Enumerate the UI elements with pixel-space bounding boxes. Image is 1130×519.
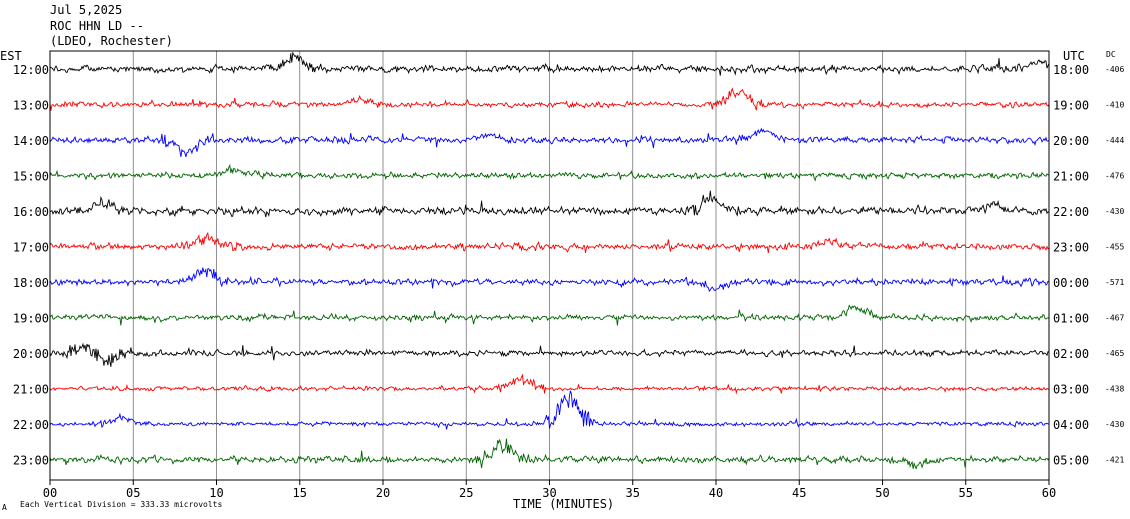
utc-tick-label: 18:00 [1053, 63, 1089, 77]
x-tick-label: 40 [709, 486, 723, 500]
x-tick-label: 55 [959, 486, 973, 500]
trace-line [49, 342, 1050, 367]
x-tick-label: 60 [1042, 486, 1056, 500]
trace-line [49, 267, 1050, 293]
dc-value-label: -430 [1105, 207, 1124, 216]
x-tick-label: 20 [376, 486, 390, 500]
est-tick-label: 13:00 [13, 99, 49, 113]
utc-tick-label: 00:00 [1053, 276, 1089, 290]
header-network: (LDEO, Rochester) [50, 34, 173, 48]
x-tick-labels: 00 05 10 15 20 25 30 35 40 45 50 55 60 [43, 486, 1056, 500]
utc-tick-label: 21:00 [1053, 170, 1089, 184]
dc-value-label: -410 [1105, 101, 1124, 110]
trace-line [49, 190, 1050, 218]
utc-tick-label: 19:00 [1053, 99, 1089, 113]
utc-axis-title: UTC [1063, 49, 1085, 63]
x-tick-label: 30 [542, 486, 556, 500]
utc-tick-label: 04:00 [1053, 418, 1089, 432]
est-tick-label: 19:00 [13, 312, 49, 326]
dc-value-label: -438 [1105, 385, 1124, 394]
est-tick-label: 21:00 [13, 383, 49, 397]
trace-line [49, 304, 1050, 326]
utc-tick-label: 22:00 [1053, 205, 1089, 219]
x-tick-label: 25 [459, 486, 473, 500]
trace-line [49, 231, 1050, 254]
x-tick-label: 35 [626, 486, 640, 500]
x-tick-label: 05 [126, 486, 140, 500]
trace-line [49, 51, 1050, 76]
grid-lines [49, 51, 1050, 485]
trace-lines [49, 51, 1050, 470]
dc-value-label: -430 [1105, 420, 1124, 429]
est-tick-label: 23:00 [13, 454, 49, 468]
trace-line [49, 390, 1050, 430]
dc-value-label: -467 [1105, 314, 1124, 323]
trace-line [49, 87, 1050, 111]
trace-line [49, 127, 1050, 158]
x-tick-label: 15 [293, 486, 307, 500]
scale-note: Each Vertical Division = 333.33 microvol… [20, 500, 222, 509]
est-tick-label: 12:00 [13, 63, 49, 77]
row-labels: 12:00 18:00 -406 13:00 19:00 -410 14:00 20:00 -4… [13, 63, 1125, 468]
utc-tick-label: 03:00 [1053, 383, 1089, 397]
est-tick-label: 14:00 [13, 134, 49, 148]
est-axis-title: EST [0, 49, 22, 63]
est-tick-label: 17:00 [13, 241, 49, 255]
est-tick-label: 20:00 [13, 347, 49, 361]
dc-value-label: -455 [1105, 243, 1124, 252]
header-station: ROC HHN LD -- [50, 19, 144, 33]
header-date: Jul 5,2025 [50, 3, 123, 17]
dc-value-label: -444 [1105, 136, 1124, 145]
x-axis-title: TIME (MINUTES) [513, 497, 614, 511]
utc-tick-label: 05:00 [1053, 454, 1089, 468]
dc-axis-title: DC [1106, 50, 1116, 59]
x-tick-label: 50 [875, 486, 889, 500]
dc-value-label: -421 [1105, 456, 1124, 465]
est-tick-label: 15:00 [13, 170, 49, 184]
utc-tick-label: 01:00 [1053, 312, 1089, 326]
footer-mark: A [2, 503, 7, 512]
dc-value-label: -406 [1105, 65, 1124, 74]
x-tick-label: 00 [43, 486, 57, 500]
utc-tick-label: 23:00 [1053, 241, 1089, 255]
dc-value-label: -476 [1105, 172, 1124, 181]
utc-tick-label: 20:00 [1053, 134, 1089, 148]
est-tick-label: 22:00 [13, 418, 49, 432]
est-tick-label: 18:00 [13, 276, 49, 290]
trace-line [49, 438, 1050, 470]
plot-frame [49, 50, 1050, 481]
est-tick-label: 16:00 [13, 205, 49, 219]
x-tick-label: 45 [792, 486, 806, 500]
trace-line [49, 163, 1050, 182]
dc-value-label: -465 [1105, 349, 1124, 358]
dc-value-label: -571 [1105, 278, 1124, 287]
x-tick-label: 10 [209, 486, 223, 500]
utc-tick-label: 02:00 [1053, 347, 1089, 361]
trace-line [49, 373, 1050, 395]
